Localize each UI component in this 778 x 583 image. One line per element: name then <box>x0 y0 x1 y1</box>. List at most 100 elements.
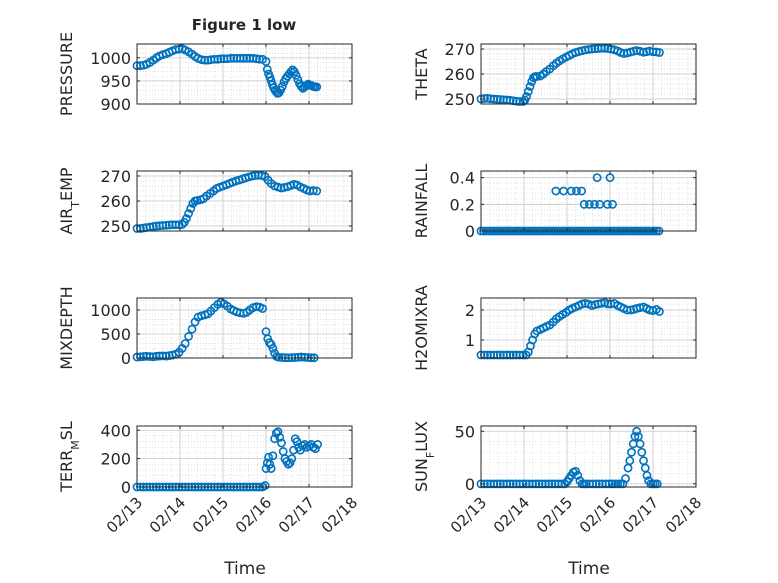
y-tick-label: 1000 <box>90 301 131 320</box>
y-tick-label: 1000 <box>90 49 131 68</box>
y-tick-label: 2 <box>465 301 475 320</box>
y-tick-label: 500 <box>100 325 131 344</box>
data-point <box>260 481 270 490</box>
data-series <box>132 170 322 233</box>
data-point <box>293 75 303 84</box>
data-point <box>285 458 295 468</box>
y-tick-label: 0 <box>121 349 131 368</box>
data-point <box>625 456 635 466</box>
data-point <box>492 94 502 104</box>
axes-box <box>136 43 353 105</box>
data-series <box>476 43 664 106</box>
y-tick-label: 0.2 <box>450 195 475 214</box>
y-tick-label: 270 <box>444 40 475 59</box>
data-point <box>577 186 587 196</box>
axes-box <box>136 425 353 488</box>
data-point <box>630 432 640 441</box>
data-point <box>177 220 187 229</box>
data-point <box>505 350 515 360</box>
data-point <box>592 173 602 183</box>
data-point <box>239 53 249 63</box>
data-point <box>627 447 636 457</box>
y-tick-label: 950 <box>100 72 131 91</box>
data-point <box>270 434 279 444</box>
data-point <box>277 438 286 448</box>
y-tick-label: 400 <box>100 421 131 440</box>
data-point <box>184 209 193 218</box>
data-point <box>566 186 576 196</box>
data-point <box>291 70 301 80</box>
plot-area <box>137 298 352 358</box>
y-axis-label: MIXDEPTH <box>57 286 76 369</box>
data-point <box>635 439 645 449</box>
data-point <box>312 82 322 92</box>
data-point <box>621 474 630 483</box>
data-point <box>608 199 617 209</box>
data-point <box>261 57 271 66</box>
data-series <box>132 44 322 98</box>
y-tick-label: 50 <box>455 422 475 441</box>
data-point <box>522 92 531 101</box>
data-point <box>632 426 642 436</box>
data-point <box>277 82 287 91</box>
subplot-rainfall: 0 0.2 0.4 RAINFALL <box>412 164 697 241</box>
data-point <box>187 324 197 334</box>
y-tick-label: 0.4 <box>450 169 475 188</box>
data-point <box>525 82 535 91</box>
data-point <box>600 43 610 53</box>
data-series <box>476 298 664 360</box>
data-point <box>308 186 318 195</box>
y-tick-label: 0 <box>465 222 475 241</box>
subplot-h2omixra: 1 2 H2OMIXRA <box>412 285 697 371</box>
plot-area <box>137 426 352 487</box>
data-point <box>265 459 275 469</box>
data-point <box>273 427 283 437</box>
y-tick-label: 200 <box>100 450 131 469</box>
y-axis-label: TERRMSL <box>57 421 82 493</box>
data-point <box>642 471 652 480</box>
data-point <box>161 220 171 230</box>
data-point <box>184 331 193 341</box>
y-tick-label: 1 <box>465 331 475 350</box>
y-axis-label: H2OMIXRA <box>412 285 431 371</box>
data-point <box>605 173 615 183</box>
subplot-mixdepth: 0 500 1000 MIXDEPTH <box>57 286 353 370</box>
data-point <box>180 339 190 348</box>
y-axis-label: THETA <box>412 48 431 100</box>
y-tick-label: 260 <box>444 65 475 84</box>
data-point <box>492 350 502 360</box>
data-point <box>571 466 580 476</box>
x-axis-label-right: Time <box>567 559 610 579</box>
axes-box <box>136 297 353 359</box>
data-point <box>200 55 210 65</box>
subplot-pressure: 900 950 1000 PRESSURE <box>57 32 353 116</box>
data-point <box>655 307 664 316</box>
subplot-air-temp: 250 260 270 AIRTEMP <box>57 167 353 236</box>
subplot-theta: 250 260 270 THETA <box>412 40 697 109</box>
data-point <box>655 48 664 57</box>
data-point <box>515 97 525 106</box>
y-tick-label: 260 <box>100 192 131 211</box>
y-tick-label: 0 <box>465 475 475 494</box>
y-tick-label: 900 <box>100 95 131 114</box>
data-point <box>584 199 594 209</box>
data-point <box>587 44 597 54</box>
data-point <box>572 186 581 196</box>
data-point <box>275 432 285 442</box>
data-point <box>258 304 267 313</box>
x-axis-label-left: Time <box>223 559 266 579</box>
axes-box <box>480 170 697 232</box>
y-tick-label: 270 <box>100 167 131 186</box>
data-point <box>262 64 272 74</box>
data-point <box>637 447 647 457</box>
data-point <box>268 451 278 461</box>
y-axis-label: PRESSURE <box>57 32 76 116</box>
data-point <box>266 464 276 473</box>
axes-box <box>480 297 697 359</box>
data-point <box>186 204 196 213</box>
axes-box <box>480 425 697 488</box>
y-axis-label: SUNFLUX <box>412 421 437 492</box>
